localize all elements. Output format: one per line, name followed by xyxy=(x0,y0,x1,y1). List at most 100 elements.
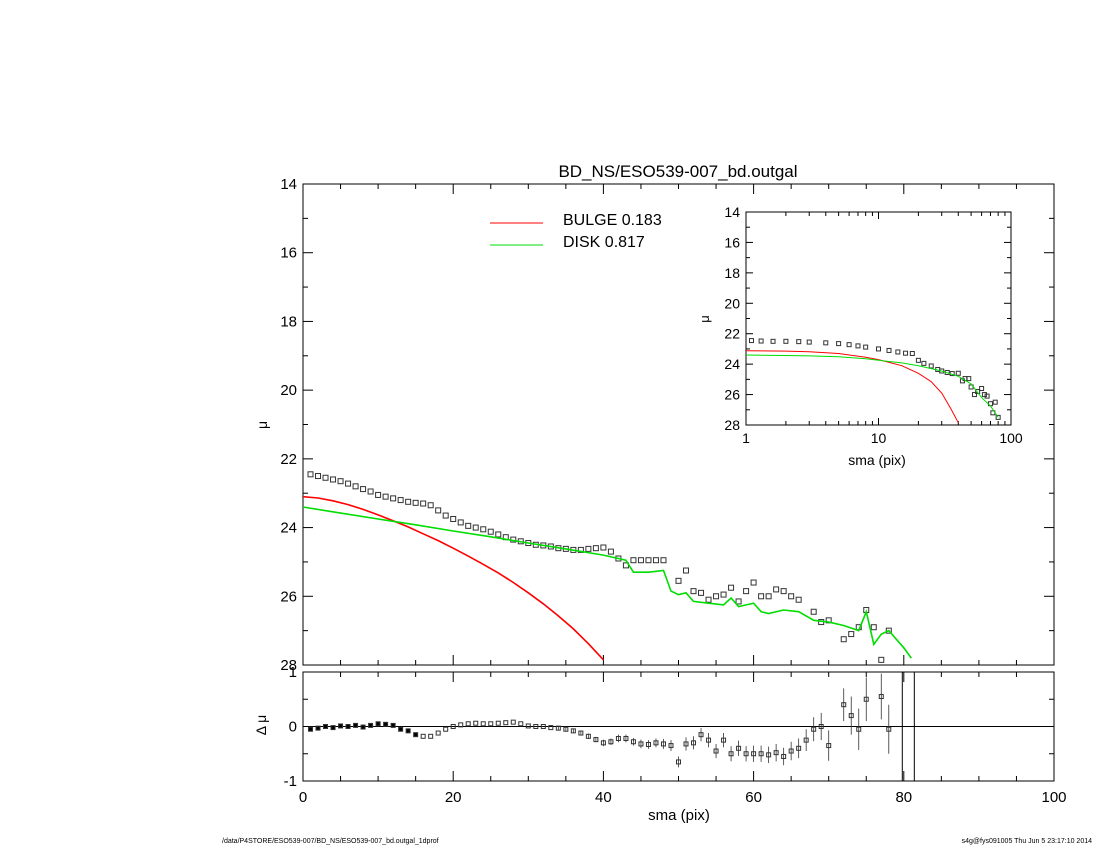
residual-data-point xyxy=(510,719,516,725)
residual-data-point xyxy=(706,737,712,743)
inset-data-point xyxy=(770,338,776,344)
residual-x-axis-label: sma (pix) xyxy=(648,807,710,824)
inset-y-axis-label: μ xyxy=(697,315,712,323)
residual-data-point xyxy=(630,739,636,745)
main-data-point xyxy=(878,656,885,663)
residual-data-point xyxy=(315,725,321,731)
residual-data-point xyxy=(615,735,621,741)
residual-data-point xyxy=(878,694,884,700)
main-y-tick-label: 16 xyxy=(280,245,297,262)
main-data-point xyxy=(487,528,494,535)
inset-data-point xyxy=(975,389,981,395)
residual-y-tick-label: -1 xyxy=(284,773,297,790)
residual-y-tick-label: 1 xyxy=(289,664,297,681)
inset-x-axis-label: sma (pix) xyxy=(848,452,906,468)
residual-data-point xyxy=(728,751,734,757)
residual-data-point xyxy=(450,724,456,729)
residual-data-point xyxy=(751,751,757,757)
residual-x-tick-label: 40 xyxy=(595,789,612,806)
inset-x-tick-label: 100 xyxy=(999,430,1023,446)
main-data-point xyxy=(675,577,682,584)
main-data-point xyxy=(450,515,457,522)
residual-x-tick-label: 0 xyxy=(299,789,307,806)
main-data-point xyxy=(735,598,742,605)
main-data-point xyxy=(412,499,419,506)
inset-data-point xyxy=(979,385,985,391)
main-data-point xyxy=(683,567,690,574)
inset-data-point xyxy=(915,357,921,363)
residual-data-point xyxy=(353,722,359,728)
residual-data-point xyxy=(345,724,351,729)
residual-data-point xyxy=(713,748,719,754)
main-data-point xyxy=(465,522,472,529)
main-data-point xyxy=(405,498,412,505)
residual-data-point xyxy=(360,724,366,730)
residual-data-point xyxy=(600,740,606,746)
main-data-point xyxy=(592,545,599,552)
residual-data-point xyxy=(796,745,802,751)
residual-data-point xyxy=(645,741,651,747)
main-data-point xyxy=(690,588,697,595)
main-data-point xyxy=(637,557,644,564)
residual-data-point xyxy=(743,751,749,757)
main-y-tick-label: 26 xyxy=(280,588,297,605)
residual-data-point xyxy=(668,743,674,749)
inset-data-point xyxy=(928,363,934,369)
inset-data-point xyxy=(823,340,829,346)
residual-data-point xyxy=(698,732,704,738)
residual-x-tick-label: 60 xyxy=(745,789,762,806)
footer-timestamp: s4g@fys091005 Thu Jun 5 23:17:10 2014 xyxy=(961,838,1092,845)
residual-data-point xyxy=(465,721,471,727)
main-data-point xyxy=(472,524,479,531)
residual-data-point xyxy=(405,728,411,734)
main-disk-model-line xyxy=(303,506,912,659)
main-data-point xyxy=(810,608,817,615)
footer-file-path: /data/P4STORE/ESO539-007/BD_NS/ESO539-00… xyxy=(222,838,439,845)
residual-data-point xyxy=(443,726,449,732)
residual-data-point xyxy=(811,726,817,732)
main-data-point xyxy=(600,544,607,551)
inset-x-tick-label: 1 xyxy=(742,430,750,446)
residual-data-point xyxy=(841,702,847,708)
main-data-point xyxy=(307,471,314,478)
residual-data-point xyxy=(383,721,389,727)
main-y-tick-label: 22 xyxy=(280,451,297,468)
residual-data-point xyxy=(638,741,644,747)
main-data-point xyxy=(630,557,637,564)
residual-data-point xyxy=(623,735,629,741)
main-data-point xyxy=(652,557,659,564)
inset-y-tick-label: 14 xyxy=(724,204,740,220)
inset-y-tick-label: 24 xyxy=(724,356,740,372)
residual-data-point xyxy=(773,750,779,756)
main-data-point xyxy=(480,526,487,533)
inset-data-point xyxy=(863,344,869,350)
inset-data-point xyxy=(895,349,901,355)
main-data-point xyxy=(780,588,787,595)
residual-y-axis-label: Δ μ xyxy=(253,715,269,736)
residual-data-point xyxy=(488,721,494,727)
inset-data-point xyxy=(971,392,977,398)
residual-data-point xyxy=(803,737,809,743)
main-data-point xyxy=(382,493,389,500)
main-data-point xyxy=(375,491,382,498)
main-data-point xyxy=(442,512,449,519)
residual-data-point xyxy=(555,725,561,731)
residual-data-point xyxy=(826,743,832,749)
residual-x-tick-label: 100 xyxy=(1041,789,1066,806)
residual-y-tick-label: 0 xyxy=(289,719,297,736)
inset-data-point xyxy=(855,343,861,349)
residual-data-point xyxy=(330,725,336,731)
residual-data-point xyxy=(781,753,787,759)
inset-data-point xyxy=(783,338,789,344)
main-data-point xyxy=(645,557,652,564)
main-data-point xyxy=(435,507,442,514)
main-bulge-model-line xyxy=(303,495,604,661)
inset-disk-model-line xyxy=(746,354,999,418)
residual-data-point xyxy=(435,730,441,736)
residual-data-point xyxy=(886,726,892,732)
main-data-point xyxy=(495,531,502,538)
residual-data-point xyxy=(413,732,419,738)
main-y-axis-label: μ xyxy=(254,421,270,429)
main-y-tick-label: 20 xyxy=(280,382,297,399)
